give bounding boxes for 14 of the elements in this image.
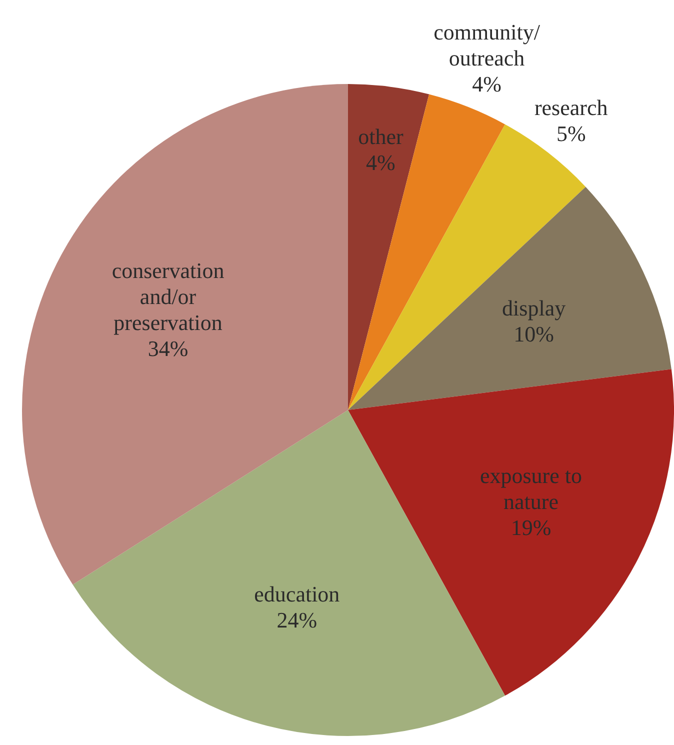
data-label: 24% (276, 608, 318, 633)
slice-label: other (358, 124, 404, 150)
data-label: 4% (472, 71, 502, 96)
slice-label: community/ outreach (434, 19, 541, 70)
slice-label: research (534, 95, 608, 120)
data-label: 4% (366, 150, 396, 176)
data-label: 10% (514, 321, 554, 346)
slice-label: display (502, 295, 566, 320)
slice-label: conservation and/or preservation (112, 258, 224, 335)
slice-label: education (254, 582, 340, 607)
data-label: 19% (510, 515, 552, 540)
slice-label: exposure to nature (480, 463, 582, 514)
data-label: 34% (148, 336, 188, 361)
data-label: 5% (556, 121, 586, 146)
